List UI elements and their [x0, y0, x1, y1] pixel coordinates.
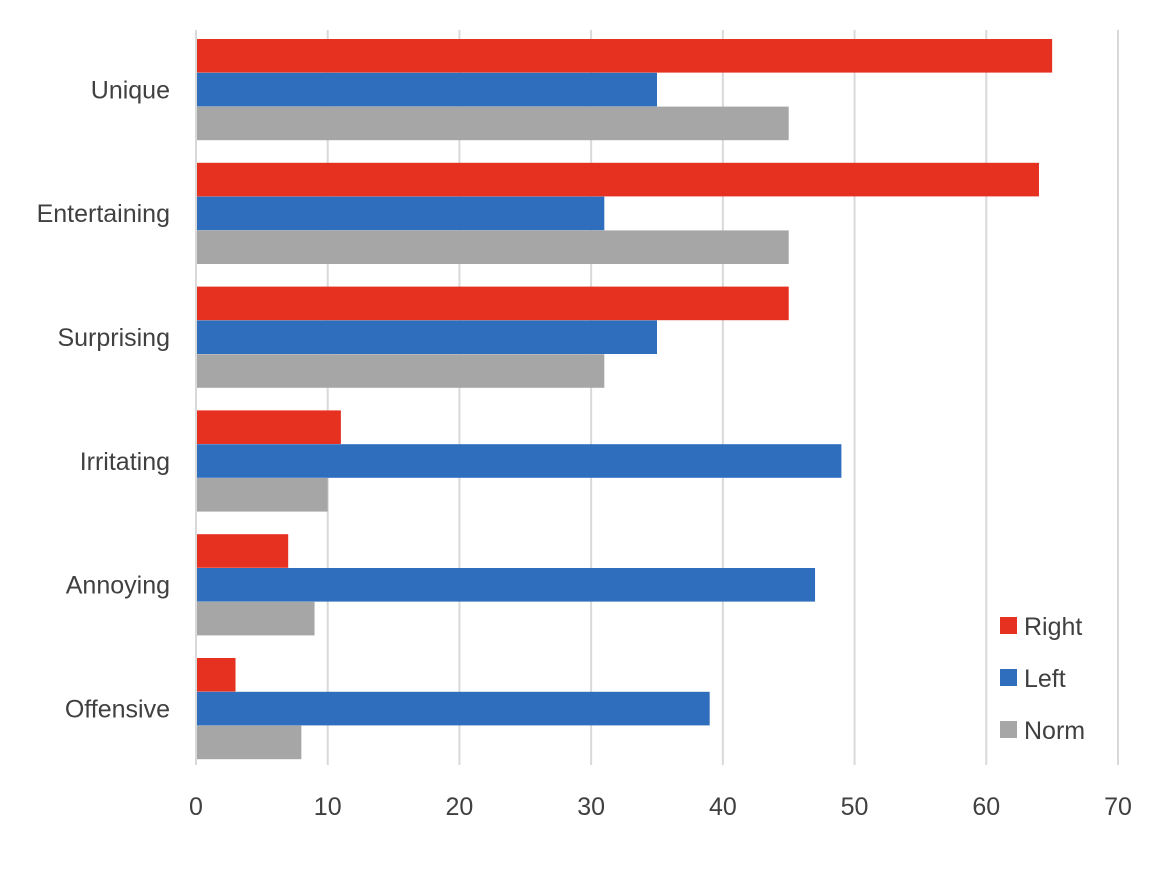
x-tick-label: 60 [972, 793, 1000, 821]
legend-swatch-right [1000, 617, 1017, 634]
bars [196, 39, 1053, 760]
category-label: Annoying [66, 572, 170, 600]
bar-left-annoying [196, 568, 816, 602]
gridlines [326, 30, 1119, 765]
x-tick-label: 70 [1104, 793, 1132, 821]
category-labels: Unique Entertaining Surprising Irritating An… [37, 76, 170, 723]
bar-norm-unique [196, 106, 789, 141]
bar-left-unique [196, 72, 657, 107]
bar-right-unique [196, 39, 1053, 73]
bar-right-surprising [196, 286, 789, 321]
category-label: Unique [91, 76, 170, 104]
bar-left-entertaining [196, 196, 605, 231]
x-tick-label: 40 [709, 793, 737, 821]
legend-swatch-left [1000, 669, 1017, 686]
category-label: Irritating [80, 448, 170, 476]
category-label: Surprising [57, 324, 170, 352]
x-tick-label: 0 [189, 793, 203, 821]
bar-right-annoying [196, 534, 289, 568]
bar-left-irritating [196, 444, 842, 478]
bar-left-surprising [196, 320, 657, 354]
x-tick-label: 30 [577, 793, 605, 821]
x-tick-label: 10 [314, 793, 342, 821]
bar-left-offensive [196, 691, 710, 726]
legend-label-norm: Norm [1024, 717, 1085, 745]
bar-right-offensive [196, 658, 236, 692]
category-label: Entertaining [37, 200, 170, 228]
bar-norm-irritating [196, 478, 328, 512]
x-tick-labels: 0 10 20 30 40 50 60 70 [189, 793, 1132, 821]
legend-label-right: Right [1024, 613, 1082, 641]
x-tick-label: 20 [446, 793, 474, 821]
bar-right-entertaining [196, 162, 1039, 197]
bar-norm-annoying [196, 601, 315, 636]
bar-norm-offensive [196, 725, 302, 760]
legend-label-left: Left [1024, 665, 1066, 693]
bar-right-irritating [196, 410, 341, 444]
legend-swatch-norm [1000, 721, 1017, 738]
category-label: Offensive [65, 695, 170, 723]
legend: Right Left Norm [1000, 613, 1085, 745]
bar-norm-entertaining [196, 230, 789, 264]
bar-norm-surprising [196, 354, 605, 388]
x-tick-label: 50 [841, 793, 869, 821]
